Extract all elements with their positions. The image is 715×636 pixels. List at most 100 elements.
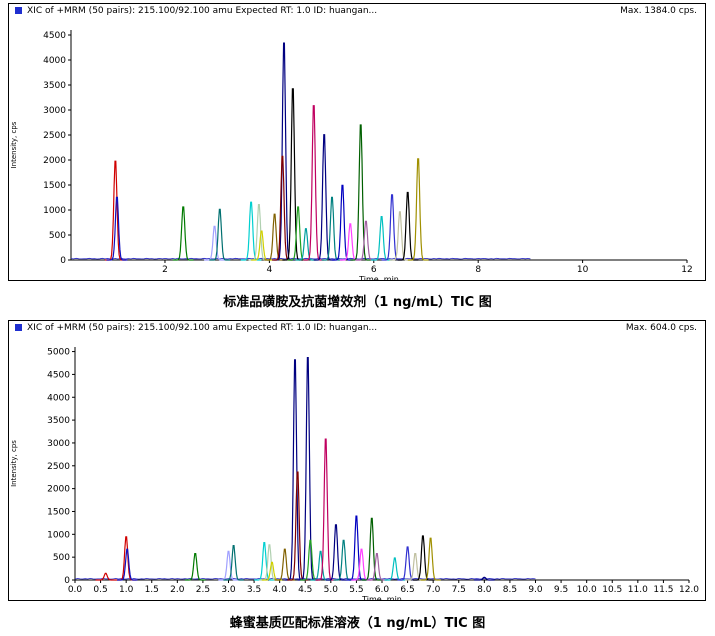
header-max-intensity: Max. 604.0 cps. [625, 323, 697, 333]
peak-trace [321, 196, 343, 261]
y-tick-label: 2000 [47, 485, 70, 495]
peak-trace [313, 134, 335, 261]
y-tick-label: 0 [64, 576, 70, 586]
x-tick-label: 8 [475, 265, 481, 275]
figure-caption: 标准品磺胺及抗菌增效剂（1 ng/mL）TIC 图 [223, 295, 492, 310]
peak-trace [218, 550, 239, 581]
x-tick-label: 7.0 [426, 585, 441, 595]
x-tick-label: 0.5 [93, 585, 107, 595]
peak-trace [95, 572, 116, 581]
x-tick-label: 10.0 [577, 585, 597, 595]
x-tick-label: 2 [162, 265, 168, 275]
peak-trace [303, 105, 325, 261]
peak-trace [209, 208, 231, 261]
tic-chart-standard: XIC of +MRM (50 pairs): 215.100/92.100 a… [8, 3, 706, 281]
peak-trace [223, 545, 244, 581]
peak-trace [412, 535, 434, 581]
peak-trace [185, 553, 206, 581]
chart-header: XIC of +MRM (50 pairs): 215.100/92.100 a… [9, 321, 705, 335]
x-tick-label: 12 [681, 265, 692, 275]
x-tick-label: 10 [577, 265, 589, 275]
y-tick-label: 1500 [47, 507, 70, 517]
chromatogram-plot: 0 500 1000 1500 2000 2500 3000 3500 4000 4500 5000… [10, 347, 699, 600]
chromatogram-plot: 0 500 1000 1500 2000 2500 3000 3500 4000 4500 2 4 6 8… [10, 30, 693, 280]
peak-trace [397, 191, 419, 261]
x-tick-label: 9.0 [528, 585, 543, 595]
chart-header: XIC of +MRM (50 pairs): 215.100/92.100 a… [9, 4, 705, 18]
peak-trace [384, 557, 405, 581]
peak-trace [407, 158, 429, 261]
y-axis-title: Intensity, cps [10, 440, 18, 487]
x-tick-label: 5.0 [324, 585, 339, 595]
x-tick-label: 3.5 [247, 585, 261, 595]
x-tick-label: 1.5 [145, 585, 159, 595]
x-tick-label: 4.0 [273, 585, 288, 595]
y-tick-label: 2500 [47, 462, 70, 472]
x-tick-label: 11.5 [653, 585, 673, 595]
y-tick-label: 3500 [47, 416, 70, 426]
x-tick-label: 10.5 [602, 585, 622, 595]
peak-trace [106, 196, 128, 261]
x-tick-label: 6.5 [400, 585, 414, 595]
y-tick-label: 3000 [47, 439, 70, 449]
y-tick-label: 4500 [43, 31, 66, 41]
x-tick-label: 4.5 [298, 585, 312, 595]
x-tick-label: 12.0 [679, 585, 699, 595]
header-trace-info: XIC of +MRM (50 pairs): 215.100/92.100 a… [27, 323, 378, 333]
peak-trace [204, 225, 225, 261]
peak-trace [333, 539, 354, 581]
x-tick-label: 8.5 [503, 585, 517, 595]
x-axis-title: Time, min [358, 275, 399, 280]
peak-trace [397, 546, 418, 581]
peak-trace [264, 213, 285, 261]
header-max-intensity: Max. 1384.0 cps. [620, 6, 697, 16]
y-tick-label: 500 [53, 553, 70, 563]
y-tick-label: 1500 [43, 181, 66, 191]
x-tick-label: 4 [267, 265, 273, 275]
peak-trace [295, 228, 317, 261]
peak-trace [325, 524, 347, 581]
header-trace-info: XIC of +MRM (50 pairs): 215.100/92.100 a… [27, 6, 378, 16]
peak-trace [366, 553, 388, 581]
y-tick-label: 500 [49, 231, 66, 241]
x-tick-label: 6 [371, 265, 377, 275]
y-tick-label: 4500 [47, 370, 70, 380]
x-axis-title: Time, min [361, 595, 402, 600]
peak-trace [117, 548, 138, 581]
y-tick-label: 5000 [47, 348, 70, 358]
x-tick-label: 2.0 [170, 585, 185, 595]
y-tick-label: 4000 [43, 56, 66, 66]
y-tick-label: 0 [60, 256, 66, 266]
y-tick-label: 1000 [47, 530, 70, 540]
x-tick-label: 2.5 [196, 585, 210, 595]
peak-trace [389, 211, 411, 261]
y-tick-label: 3500 [43, 81, 66, 91]
y-tick-label: 2500 [43, 131, 66, 141]
x-tick-label: 9.5 [554, 585, 568, 595]
x-tick-label: 6.0 [375, 585, 390, 595]
y-tick-label: 3000 [43, 106, 66, 116]
trace-color-icon [15, 7, 22, 14]
peak-trace [350, 124, 372, 261]
peak-trace [474, 576, 495, 581]
x-tick-label: 5.5 [349, 585, 363, 595]
baseline-trace [70, 257, 531, 260]
y-tick-label: 1000 [43, 206, 66, 216]
x-tick-label: 11.0 [628, 585, 648, 595]
x-tick-label: 8.0 [477, 585, 492, 595]
peak-trace [172, 206, 194, 261]
peak-trace [315, 438, 336, 581]
y-tick-label: 4000 [47, 393, 70, 403]
peak-trace [371, 216, 393, 261]
peak-trace [355, 220, 377, 261]
peak-trace [240, 201, 262, 261]
tic-chart-honey-matrix: XIC of +MRM (50 pairs): 215.100/92.100 a… [8, 320, 706, 601]
figure-caption: 蜂蜜基质匹配标准溶液（1 ng/mL）TIC 图 [229, 616, 486, 631]
y-axis-title: Intensity, cps [10, 121, 18, 168]
x-tick-label: 3.0 [221, 585, 236, 595]
peak-trace [332, 184, 353, 261]
peak-trace [405, 553, 426, 581]
peak-trace [420, 537, 441, 581]
peak-trace [297, 357, 318, 581]
peak-trace [254, 542, 275, 581]
